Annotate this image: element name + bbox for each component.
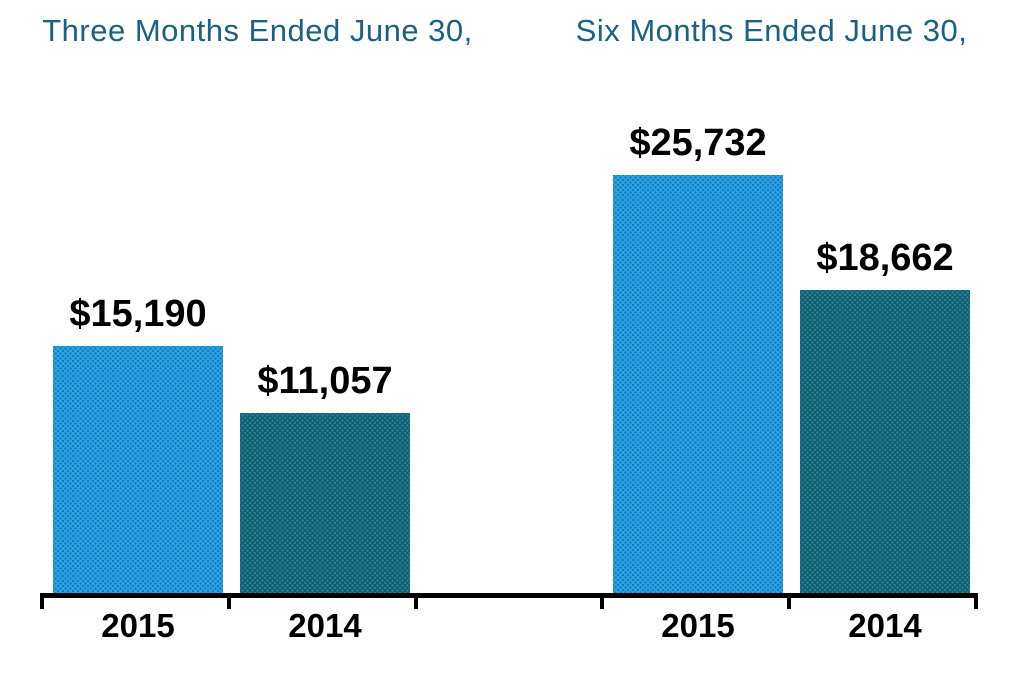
- x-tick-label-three-months-2014: 2014: [288, 607, 362, 644]
- data-label-three-months-2014: $11,057: [257, 360, 393, 402]
- bar-group-three-months-2015: $15,190 2015: [53, 0, 223, 684]
- bar-three-months-2014: [240, 413, 410, 593]
- bar-six-months-2014: [800, 290, 970, 593]
- x-axis-tick: [414, 593, 418, 609]
- group-title-six-months: Six Months Ended June 30,: [575, 13, 968, 48]
- bar-group-six-months-2015: $25,732 2015: [613, 0, 783, 684]
- data-label-six-months-2014: $18,662: [816, 237, 954, 279]
- bar-group-six-months-2014: $18,662 2014: [800, 0, 970, 684]
- x-tick-label-six-months-2014: 2014: [848, 607, 922, 644]
- x-axis-tick: [227, 593, 231, 609]
- group-title-three-months: Three Months Ended June 30,: [42, 13, 473, 48]
- x-axis-tick: [974, 593, 978, 609]
- x-tick-label-six-months-2015: 2015: [661, 607, 735, 644]
- bar-three-months-2015: [53, 346, 223, 593]
- x-axis-tick: [40, 593, 44, 609]
- x-tick-label-three-months-2015: 2015: [101, 607, 175, 644]
- x-axis-tick: [600, 593, 604, 609]
- data-label-six-months-2015: $25,732: [629, 122, 767, 164]
- x-axis-tick: [787, 593, 791, 609]
- bar-group-three-months-2014: $11,057 2014: [240, 0, 410, 684]
- bar-six-months-2015: [613, 175, 783, 593]
- data-label-three-months-2015: $15,190: [69, 293, 207, 335]
- x-axis-line: [40, 593, 978, 598]
